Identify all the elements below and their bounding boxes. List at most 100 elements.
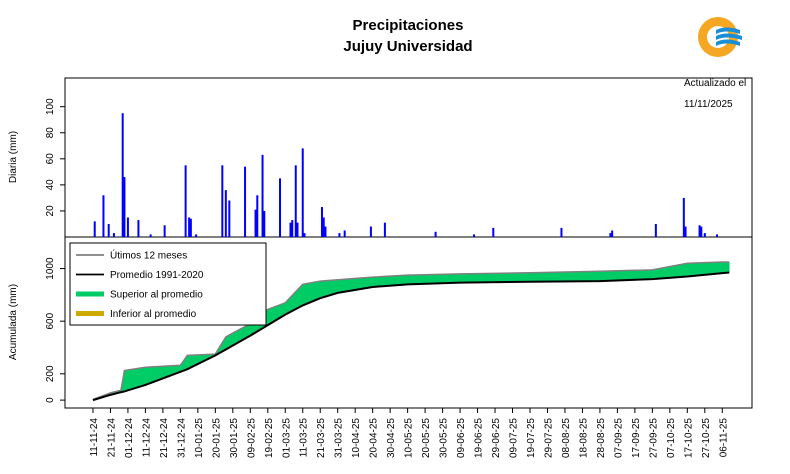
- y-tick-label: 1000: [45, 257, 56, 280]
- bar: [716, 234, 719, 237]
- y-tick-label: 40: [45, 179, 56, 191]
- bar: [654, 223, 657, 237]
- bar: [383, 222, 386, 237]
- y-tick-label: 20: [45, 205, 56, 217]
- bar: [121, 113, 124, 237]
- bar: [224, 190, 227, 237]
- bar: [93, 221, 96, 237]
- x-tick-label: 30-01-25: [229, 418, 240, 458]
- x-tick-label: 20-01-25: [211, 418, 222, 458]
- bar: [492, 227, 495, 237]
- bar: [112, 233, 115, 237]
- plot-frame: [64, 77, 753, 409]
- legend-label: Inferior al promedio: [110, 309, 197, 320]
- bar: [473, 234, 476, 237]
- bar: [123, 177, 126, 237]
- bar: [263, 210, 266, 237]
- x-tick-label: 31-03-25: [334, 418, 345, 458]
- bar: [149, 234, 152, 237]
- x-tick-label: 30-04-25: [386, 418, 397, 458]
- x-tick-label: 28-08-25: [596, 418, 607, 458]
- x-tick-label: 31-12-24: [176, 418, 187, 458]
- y-tick-label: 200: [45, 365, 56, 382]
- x-tick-label: 01-03-25: [281, 418, 292, 458]
- bar: [700, 226, 703, 237]
- x-tick-label: 09-02-25: [246, 418, 257, 458]
- x-tick-label: 17-10-25: [683, 418, 694, 458]
- bar: [289, 222, 292, 237]
- bar: [343, 230, 346, 237]
- bar: [137, 220, 140, 237]
- bar: [294, 165, 297, 237]
- x-tick-label: 11-12-24: [141, 418, 152, 458]
- bar: [102, 195, 105, 237]
- x-tick-label: 10-01-25: [194, 418, 205, 458]
- x-tick-label: 18-08-25: [578, 418, 589, 458]
- logo: [698, 17, 742, 57]
- x-tick-label: 29-07-25: [543, 418, 554, 458]
- bar: [324, 226, 327, 237]
- bar: [195, 234, 198, 237]
- x-tick-label: 30-05-25: [439, 418, 450, 458]
- x-tick-label: 21-03-25: [316, 418, 327, 458]
- x-tick-label: 21-11-24: [106, 418, 117, 458]
- bar: [684, 226, 687, 237]
- bar: [609, 233, 612, 237]
- x-tick-label: 20-05-25: [421, 418, 432, 458]
- x-tick-label: 08-08-25: [561, 418, 572, 458]
- y-tick-label: 600: [45, 312, 56, 329]
- bar: [434, 231, 437, 237]
- y-tick-label: 100: [45, 98, 56, 115]
- legend-label: Superior al promedio: [110, 290, 203, 301]
- bar: [560, 227, 563, 237]
- bar: [279, 178, 282, 237]
- x-tick-label: 29-06-25: [491, 418, 502, 458]
- annotation: Actualizado el: [684, 78, 746, 89]
- y-axis-label: Diaria (mm): [8, 131, 19, 183]
- bar: [322, 217, 325, 237]
- bar: [126, 217, 129, 237]
- bar: [320, 207, 323, 237]
- bar: [261, 154, 264, 237]
- bar: [369, 226, 372, 237]
- x-tick-label: 01-12-24: [124, 418, 135, 458]
- annotation: 11/11/2025: [684, 99, 733, 110]
- bar: [703, 233, 706, 237]
- bar: [338, 233, 341, 237]
- bar: [188, 217, 191, 237]
- x-tick-label: 11-11-24: [89, 418, 100, 457]
- bar: [301, 148, 304, 237]
- legend-label: Promedio 1991-2020: [110, 270, 204, 281]
- x-tick-label: 09-06-25: [456, 418, 467, 458]
- chart-subtitle: Jujuy Universidad: [343, 38, 472, 55]
- x-tick-label: 10-05-25: [404, 418, 415, 458]
- x-tick-label: 19-06-25: [474, 418, 485, 458]
- bar: [256, 195, 259, 237]
- bar: [189, 218, 192, 237]
- chart-title: Precipitaciones: [353, 17, 464, 34]
- legend: Útimos 12 meses Promedio 1991-2020 Superio…: [69, 242, 267, 326]
- y-axis-label: Acumulada (mm): [8, 284, 19, 360]
- y-tick-label: 60: [45, 153, 56, 165]
- x-tick-label: 27-09-25: [648, 418, 659, 458]
- x-tick-label: 11-03-25: [299, 418, 310, 458]
- y-tick-label: 80: [45, 127, 56, 139]
- x-tick-label: 06-11-25: [718, 418, 729, 458]
- bar: [163, 225, 166, 237]
- x-tick-label: 07-10-25: [666, 418, 677, 458]
- x-tick-label: 07-09-25: [613, 418, 624, 458]
- bar: [611, 230, 614, 237]
- legend-label: Útimos 12 meses: [110, 249, 187, 262]
- x-tick-label: 21-12-24: [159, 418, 170, 458]
- series-line: [92, 271, 730, 402]
- x-tick-label: 20-04-25: [369, 418, 380, 458]
- bar: [698, 225, 701, 237]
- y-tick-label: 0: [45, 397, 56, 403]
- x-tick-label: 10-04-25: [351, 418, 362, 458]
- bar: [228, 200, 231, 237]
- x-tick-label: 19-02-25: [264, 418, 275, 458]
- x-tick-label: 09-07-25: [509, 418, 520, 458]
- x-tick-label: 19-07-25: [526, 418, 537, 458]
- bar: [184, 165, 187, 237]
